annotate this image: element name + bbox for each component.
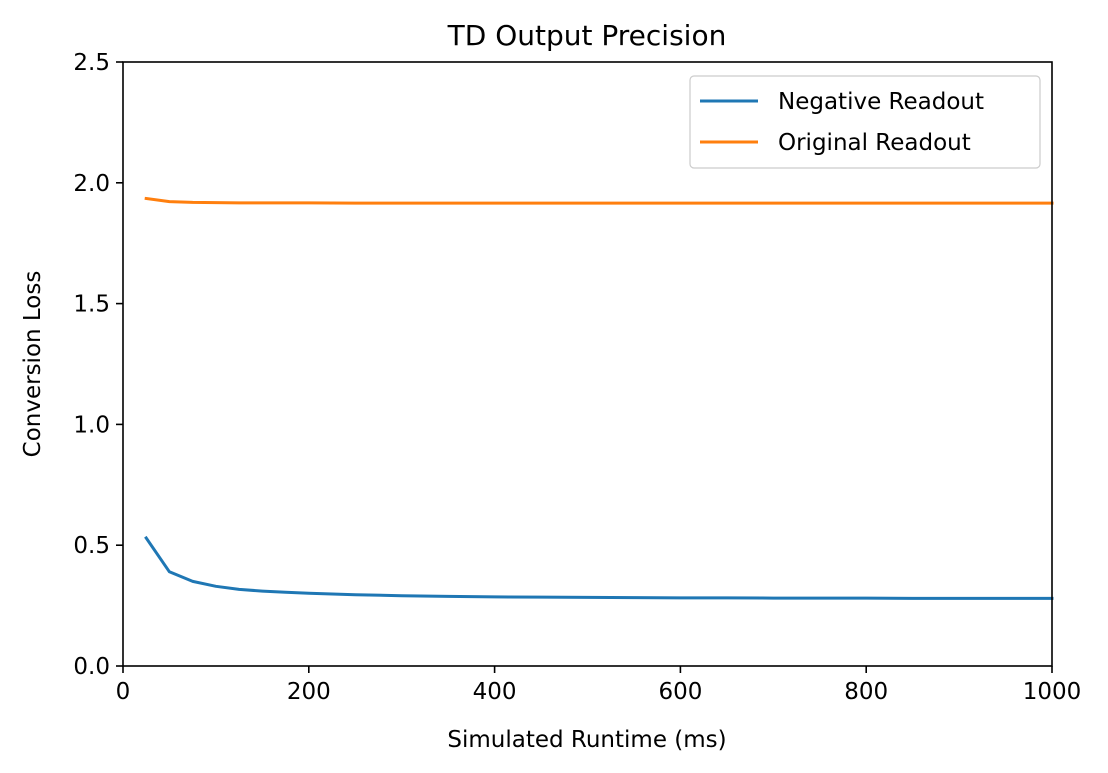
y-tick-label: 2.0 [73,171,110,197]
legend-box [689,75,1041,169]
y-tick-label: 1.0 [73,412,110,438]
y-axis-label: Conversion Loss [20,271,46,458]
chart-title: TD Output Precision [447,19,727,52]
y-tick-label: 2.5 [73,50,110,76]
plot-frame [122,61,1053,667]
y-tick-label: 0.5 [73,533,110,559]
x-tick-label: 1000 [1023,679,1082,705]
legend-label: Negative Readout [778,89,984,115]
series-line-2 [144,196,1054,205]
y-axis: 0.0 0.5 1.0 1.5 2.0 2.5 [73,50,123,680]
x-tick-label: 800 [844,679,888,705]
legend-label: Original Readout [778,130,971,156]
x-tick-label: 200 [287,679,331,705]
y-tick-label: 1.5 [73,292,110,318]
x-tick-label: 600 [658,679,702,705]
legend: Negative Readout Original Readout [689,75,1041,169]
x-tick-label: 0 [116,679,131,705]
x-tick-label: 400 [473,679,517,705]
x-axis: 0 200 400 600 800 1000 [116,666,1082,705]
y-tick-label: 0.0 [73,654,110,680]
series-line-1 [144,535,1054,600]
series-layer [144,196,1054,600]
x-axis-label: Simulated Runtime (ms) [447,727,726,753]
